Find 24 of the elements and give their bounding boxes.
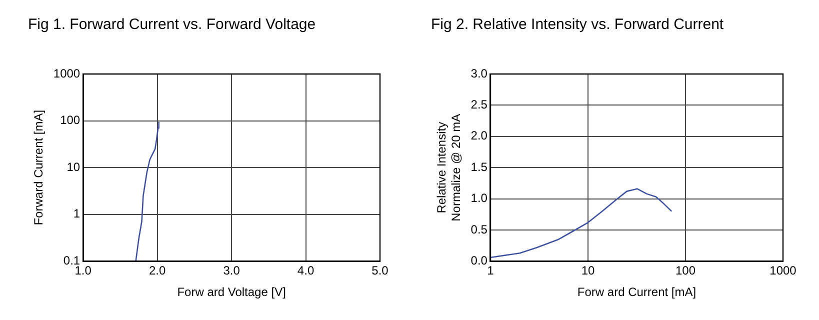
y-axis-title: Relative Intensity Normalize @ 20 mA xyxy=(434,114,463,222)
y-axis-title: Forward Current [mA] xyxy=(32,110,46,226)
y-tick-label: 1.0 xyxy=(470,191,488,206)
x-tick-label: 10 xyxy=(581,264,595,278)
y-tick-label: 1.5 xyxy=(470,160,488,174)
y-tick-label: 1 xyxy=(73,206,80,221)
chart-title: Fig 1. Forward Current vs. Forward Voltage xyxy=(28,16,316,34)
x-tick-label: 5.0 xyxy=(372,264,389,278)
y-tick-label: 2.0 xyxy=(470,128,488,143)
x-tick-label: 2.0 xyxy=(148,264,166,278)
chart-title: Fig 2. Relative Intensity vs. Forward Current xyxy=(431,16,724,34)
x-tick-label: 3.0 xyxy=(223,264,240,278)
x-tick-label: 4.0 xyxy=(297,264,314,278)
x-axis-title: Forw ard Current [mA] xyxy=(577,285,696,300)
y-tick-label: 3.0 xyxy=(470,66,488,80)
y-tick-label: 10 xyxy=(66,160,80,174)
x-axis-title: Forw ard Voltage [V] xyxy=(177,285,286,300)
x-tick-label: 1000 xyxy=(770,264,797,278)
y-tick-label: 0.0 xyxy=(470,254,488,268)
y-tick-label: 0.5 xyxy=(470,222,488,236)
y-tick-label: 100 xyxy=(60,113,80,128)
y-tick-label: 1000 xyxy=(53,66,80,80)
x-tick-label: 100 xyxy=(675,264,696,278)
y-tick-label: 2.5 xyxy=(470,98,488,112)
